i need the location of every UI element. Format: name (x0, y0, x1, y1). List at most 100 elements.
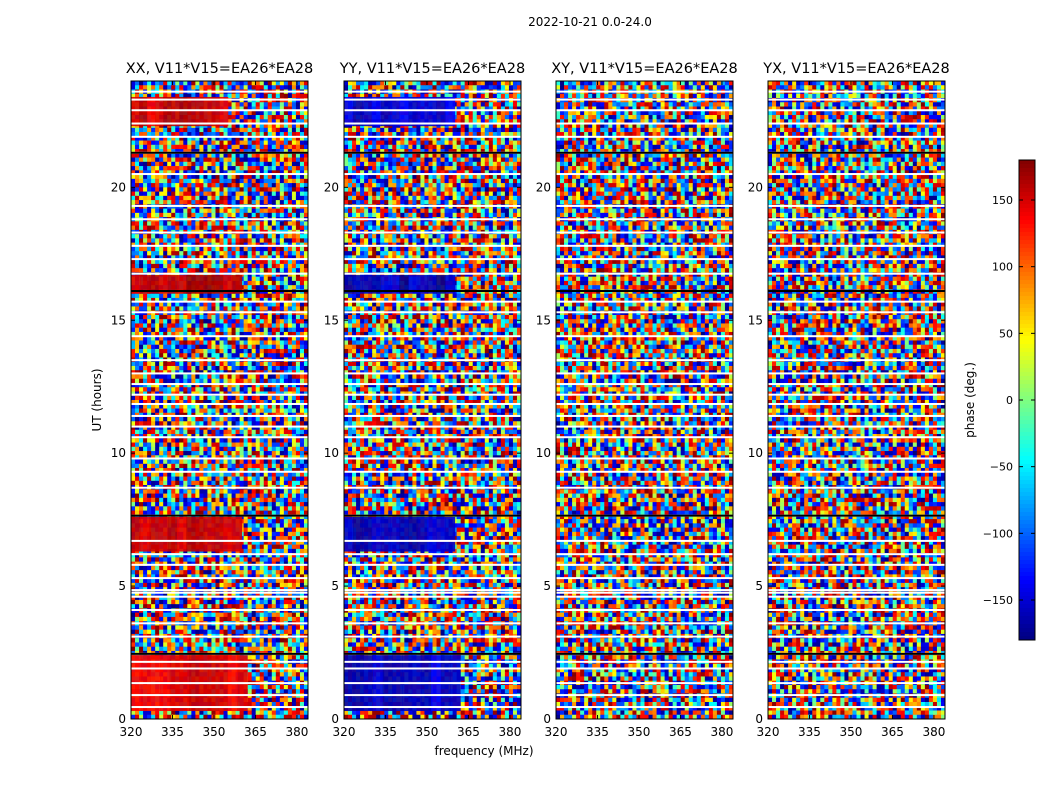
flagged-gap (131, 311, 308, 314)
colorbar-step (1019, 628, 1035, 633)
flagged-gap (131, 591, 308, 594)
y-tick-label: 15 (748, 313, 763, 327)
band-segment (195, 275, 206, 294)
colorbar-step (1019, 296, 1035, 301)
flagged-gap (556, 393, 733, 396)
y-tick-label: 0 (118, 712, 126, 726)
flagged-gap (131, 425, 308, 428)
x-tick-label: 335 (161, 725, 184, 739)
colorbar-step (1019, 348, 1035, 353)
flagged-gap (768, 436, 945, 439)
band-segment (219, 96, 229, 127)
panel-3: XY, V11*V15=EA26*EA28 320 335 350 365 380 0 5 10… (536, 61, 738, 739)
band-segment (436, 96, 446, 127)
colorbar-step (1019, 524, 1035, 529)
y-tick-label: 15 (111, 313, 126, 327)
flagged-gap (556, 90, 733, 93)
flagged-gap (556, 98, 733, 101)
y-tick-label: 10 (536, 446, 551, 460)
flagged-gap (556, 383, 733, 386)
flagged-gap (768, 244, 945, 247)
y-tick-label: 10 (324, 446, 339, 460)
segment-separator (131, 652, 308, 655)
colorbar-step (1019, 476, 1035, 481)
flagged-gap (131, 539, 308, 542)
flagged-gap (768, 667, 945, 670)
x-tick-label: 365 (244, 725, 267, 739)
segment-separator (131, 151, 308, 154)
colorbar-step (1019, 632, 1035, 637)
x-tick-label: 320 (757, 725, 780, 739)
flagged-gap (556, 359, 733, 362)
colorbar-step (1019, 504, 1035, 509)
colorbar-step (1019, 212, 1035, 217)
colorbar-step (1019, 240, 1035, 245)
colorbar-step (1019, 204, 1035, 209)
flagged-gap (131, 486, 308, 489)
band-segment (390, 275, 400, 294)
band-segment (399, 516, 410, 552)
colorbar-step (1019, 564, 1035, 569)
colorbar-step (1019, 268, 1035, 273)
y-axis-label: UT (hours) (90, 368, 104, 431)
colorbar-step (1019, 416, 1035, 421)
flagged-gap (768, 173, 945, 176)
flagged-gap (131, 383, 308, 386)
colorbar-step (1019, 624, 1035, 629)
band-segment (408, 275, 419, 294)
heatmap-cells (344, 81, 521, 719)
flagged-gap (768, 383, 945, 386)
colorbar-step (1019, 468, 1035, 473)
y-tick-label: 5 (755, 579, 763, 593)
colorbar-step (1019, 228, 1035, 233)
colorbar-step (1019, 608, 1035, 613)
colorbar-step (1019, 388, 1035, 393)
segment-separator (556, 514, 733, 517)
flagged-gap (131, 122, 308, 125)
band-segment (223, 275, 233, 294)
colorbar-step (1019, 196, 1035, 201)
band-segment (140, 275, 150, 294)
panel-title: XY, V11*V15=EA26*EA28 (551, 61, 737, 77)
colorbar-step (1019, 188, 1035, 193)
colorbar-step (1019, 528, 1035, 533)
flagged-gap (131, 244, 308, 247)
band-segment (426, 516, 437, 552)
flagged-gap (344, 383, 521, 386)
flagged-gap (768, 635, 945, 638)
flagged-gap (556, 218, 733, 221)
colorbar-step (1019, 280, 1035, 285)
band-segment (131, 96, 140, 127)
band-segment (232, 516, 243, 552)
band-segment (362, 96, 373, 127)
colorbar-step (1019, 544, 1035, 549)
flagged-gap (131, 667, 308, 670)
flagged-gap (556, 706, 733, 709)
band-segment (344, 96, 354, 127)
flagged-gap (344, 173, 521, 176)
colorbar-step (1019, 284, 1035, 289)
flagged-gap (131, 609, 308, 612)
flagged-gap (556, 591, 733, 594)
flagged-gap (131, 589, 308, 592)
band-segment (204, 275, 215, 294)
colorbar-step (1019, 620, 1035, 625)
flagged-gap (344, 577, 521, 580)
colorbar-step (1019, 292, 1035, 297)
colorbar-step (1019, 480, 1035, 485)
segment-separator (556, 290, 733, 293)
band-segment (232, 275, 243, 294)
flagged-gap (556, 694, 733, 697)
flagged-gap (768, 595, 945, 598)
flagged-gap (768, 98, 945, 101)
flagged-gap (768, 622, 945, 625)
colorbar-step (1019, 516, 1035, 521)
colorbar-step (1019, 340, 1035, 345)
colorbar-step (1019, 432, 1035, 437)
colorbar-step (1019, 512, 1035, 517)
band-segment (203, 96, 213, 127)
colorbar-step (1019, 200, 1035, 205)
colorbar-step (1019, 540, 1035, 545)
colorbar-step (1019, 600, 1035, 605)
x-tick-label: 350 (203, 725, 226, 739)
